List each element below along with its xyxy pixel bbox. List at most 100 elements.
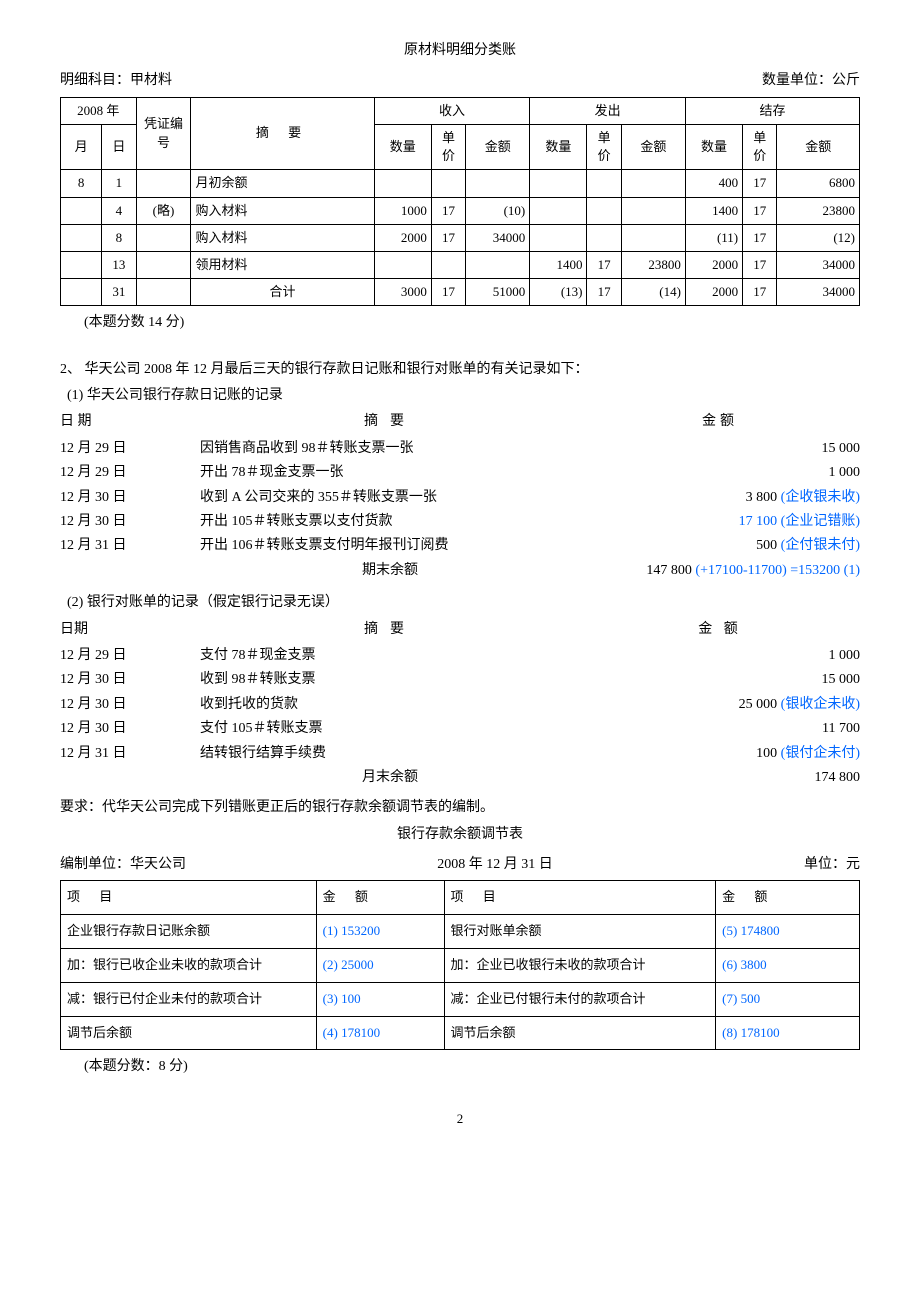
record-amt-val: 15 000 — [822, 441, 861, 456]
ledger-cell — [374, 251, 431, 278]
recon-unit: 编制单位：华天公司 — [60, 854, 186, 876]
ledger-cell: 1400 — [530, 251, 587, 278]
q2-part1-header: 日 期 摘要 金额 — [60, 411, 860, 433]
ledger-row: 4(略)购入材料100017(10)14001723800 — [61, 197, 860, 224]
ledger-cell: 17 — [587, 279, 621, 306]
q2-intro: 2、 华天公司 2008 年 12 月最后三天的银行存款日记账和银行对账单的有关… — [60, 359, 860, 381]
recon-cell-value: (1) 153200 — [323, 923, 380, 938]
ledger-title: 原材料明细分类账 — [60, 40, 860, 62]
ledger-cell — [61, 197, 102, 224]
recon-date: 2008 年 12 月 31 日 — [437, 854, 553, 876]
ledger-cell: 2000 — [685, 251, 742, 278]
record-row: 12 月 31 日结转银行结算手续费100 (银付企未付) — [60, 743, 860, 765]
ledger-head-row-1: 2008 年 凭证编号 摘 要 收入 发出 结存 — [61, 97, 860, 124]
record-amt: 15 000 — [580, 438, 860, 460]
record-amt-val: 11 700 — [822, 721, 860, 736]
recon-row: 减：银行已付企业未付的款项合计(3) 100减：企业已付银行未付的款项合计(7)… — [61, 982, 860, 1016]
ledger-cell: 1400 — [685, 197, 742, 224]
recon-cell: 企业银行存款日记账余额 — [61, 915, 317, 949]
record-date: 12 月 30 日 — [60, 511, 200, 533]
q2-amt-h2: 金 额 — [580, 619, 860, 641]
recon-cell-value: (3) 100 — [323, 991, 361, 1006]
recon-row: 加：银行已收企业未收的款项合计(2) 25000加：企业已收银行未收的款项合计(… — [61, 949, 860, 983]
record-amt: 15 000 — [580, 669, 860, 691]
ledger-cell — [587, 224, 621, 251]
ledger-row: 8购入材料20001734000(11)17(12) — [61, 224, 860, 251]
record-amt-val: 15 000 — [822, 672, 861, 687]
record-amt-val: 1 000 — [829, 648, 861, 663]
ledger-cell: 17 — [431, 279, 465, 306]
recon-cell: (7) 500 — [716, 982, 860, 1016]
ledger-cell — [530, 224, 587, 251]
record-amt: 25 000 (银收企未收) — [580, 694, 860, 716]
record-desc: 支付 78＃现金支票 — [200, 645, 580, 667]
recon-cell-value: (4) 178100 — [323, 1025, 380, 1040]
ledger-cell — [621, 197, 685, 224]
recon-cell: (8) 178100 — [716, 1016, 860, 1050]
ledger-unit: 数量单位：公斤 — [762, 70, 860, 92]
ledger-cell: 23800 — [621, 251, 685, 278]
ledger-cell — [587, 197, 621, 224]
ledger-cell: 3000 — [374, 279, 431, 306]
recon-cell-value: (6) 3800 — [722, 957, 766, 972]
ledger-cell: 1 — [102, 170, 136, 197]
record-row: 12 月 30 日开出 105＃转账支票以支付货款17 100 (企业记错账) — [60, 511, 860, 533]
ledger-oa-h: 金额 — [621, 124, 685, 169]
record-desc: 因销售商品收到 98＃转账支票一张 — [200, 438, 580, 460]
recon-cell: 加：银行已收企业未收的款项合计 — [61, 949, 317, 983]
q2-part1-end-blue: (+17100-11700) =153200 (1) — [695, 563, 860, 578]
ledger-cell — [431, 170, 465, 197]
record-date: 12 月 30 日 — [60, 669, 200, 691]
recon-col-item-r: 项 目 — [444, 881, 716, 915]
ledger-out-h: 发出 — [530, 97, 686, 124]
ledger-cell — [61, 224, 102, 251]
ledger-cell — [136, 170, 191, 197]
record-desc: 开出 105＃转账支票以支付货款 — [200, 511, 580, 533]
record-date: 12 月 31 日 — [60, 535, 200, 557]
ledger-cell: 51000 — [466, 279, 530, 306]
ledger-cell: 6800 — [777, 170, 860, 197]
ledger-cell: (13) — [530, 279, 587, 306]
ledger-cell: 13 — [102, 251, 136, 278]
ledger-bp-h: 单价 — [743, 124, 777, 169]
recon-head-row: 项 目 金 额 项 目 金 额 — [61, 881, 860, 915]
recon-cell: (6) 3800 — [716, 949, 860, 983]
record-date: 12 月 31 日 — [60, 743, 200, 765]
ledger-cell: (略) — [136, 197, 191, 224]
record-amt: 1 000 — [580, 462, 860, 484]
recon-cell: 减：企业已付银行未付的款项合计 — [444, 982, 716, 1016]
recon-col-item-l: 项 目 — [61, 881, 317, 915]
record-amt-val: 100 — [756, 746, 777, 761]
ledger-cell: 34000 — [777, 279, 860, 306]
recon-cell-value: (8) 178100 — [722, 1025, 779, 1040]
ledger-cell — [530, 170, 587, 197]
ledger-row: 31合计30001751000(13)17(14)20001734000 — [61, 279, 860, 306]
record-amt: 500 (企付银未付) — [580, 535, 860, 557]
ledger-cell: 月初余额 — [191, 170, 374, 197]
recon-note: (本题分数：8 分) — [84, 1056, 860, 1078]
record-amt: 17 100 (企业记错账) — [580, 511, 860, 533]
record-amt: 100 (银付企未付) — [580, 743, 860, 765]
ledger-cell: 8 — [61, 170, 102, 197]
q2-part1-end-label: 期末余额 — [200, 560, 580, 582]
ledger-cell: 23800 — [777, 197, 860, 224]
q2-part2-end-amt: 174 800 — [580, 767, 860, 789]
ledger-month-h: 月 — [61, 124, 102, 169]
q2-part1-title: (1) 华天公司银行存款日记账的记录 — [67, 385, 860, 407]
ledger-cell: 31 — [102, 279, 136, 306]
record-amt-note: (银收企未收) — [777, 697, 860, 712]
q2-part2-end-label: 月末余额 — [200, 767, 580, 789]
q2-part2-title: (2) 银行对账单的记录（假定银行记录无误） — [67, 592, 860, 614]
record-amt: 1 000 — [580, 645, 860, 667]
record-date: 12 月 29 日 — [60, 645, 200, 667]
ledger-day-h: 日 — [102, 124, 136, 169]
record-date: 12 月 29 日 — [60, 438, 200, 460]
ledger-cell — [621, 224, 685, 251]
recon-cell: (5) 174800 — [716, 915, 860, 949]
record-row: 12 月 30 日收到 98＃转账支票15 000 — [60, 669, 860, 691]
ledger-bq-h: 数量 — [685, 124, 742, 169]
q2-part2-end: 月末余额 174 800 — [60, 767, 860, 789]
record-row: 12 月 30 日支付 105＃转账支票11 700 — [60, 718, 860, 740]
ledger-cell — [621, 170, 685, 197]
record-desc: 结转银行结算手续费 — [200, 743, 580, 765]
